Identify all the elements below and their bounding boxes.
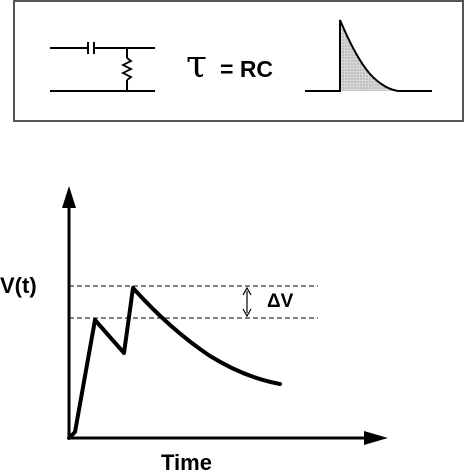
rc-circuit-schematic	[50, 42, 155, 92]
resistor-zigzag	[120, 57, 134, 81]
circuit-panel-border	[13, 0, 464, 122]
x-axis-arrow-icon	[364, 431, 388, 445]
delta-v-arrow-icon	[242, 286, 252, 318]
decay-pulse-shading	[340, 20, 398, 91]
y-axis-arrow-icon	[62, 186, 76, 208]
decay-pulse-line	[305, 19, 432, 92]
delta-v-label: ΔV	[267, 291, 294, 312]
y-axis-label: V(t)	[0, 273, 37, 298]
voltage-waveform	[67, 286, 282, 440]
voltage-graph: ΔV V(t) Time	[0, 186, 388, 474]
decay-pulse-icon	[305, 19, 432, 92]
x-axis-label: Time	[161, 450, 212, 474]
formula-tau: τ	[186, 42, 207, 86]
formula-equals-rc: = RC	[220, 56, 273, 82]
circuit-panel: τ = RC	[13, 0, 464, 122]
